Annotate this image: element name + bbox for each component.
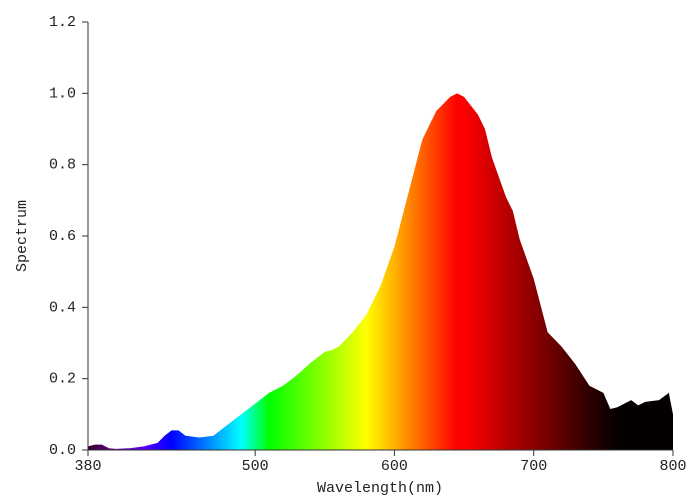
x-tick-label: 380 (74, 458, 101, 475)
y-tick-label: 0.6 (49, 228, 76, 245)
spectrum-area (88, 93, 673, 450)
y-tick-label: 0.2 (49, 371, 76, 388)
y-tick-label: 1.0 (49, 85, 76, 102)
y-axis-label: Spectrum (14, 200, 31, 272)
x-tick-label: 700 (520, 458, 547, 475)
x-tick-label: 500 (242, 458, 269, 475)
y-tick-label: 1.2 (49, 14, 76, 31)
y-tick-label: 0.4 (49, 299, 76, 316)
x-axis-label: Wavelength(nm) (317, 480, 443, 497)
y-tick-label: 0.8 (49, 157, 76, 174)
x-tick-label: 800 (659, 458, 686, 475)
y-tick-label: 0.0 (49, 442, 76, 459)
x-tick-label: 600 (381, 458, 408, 475)
